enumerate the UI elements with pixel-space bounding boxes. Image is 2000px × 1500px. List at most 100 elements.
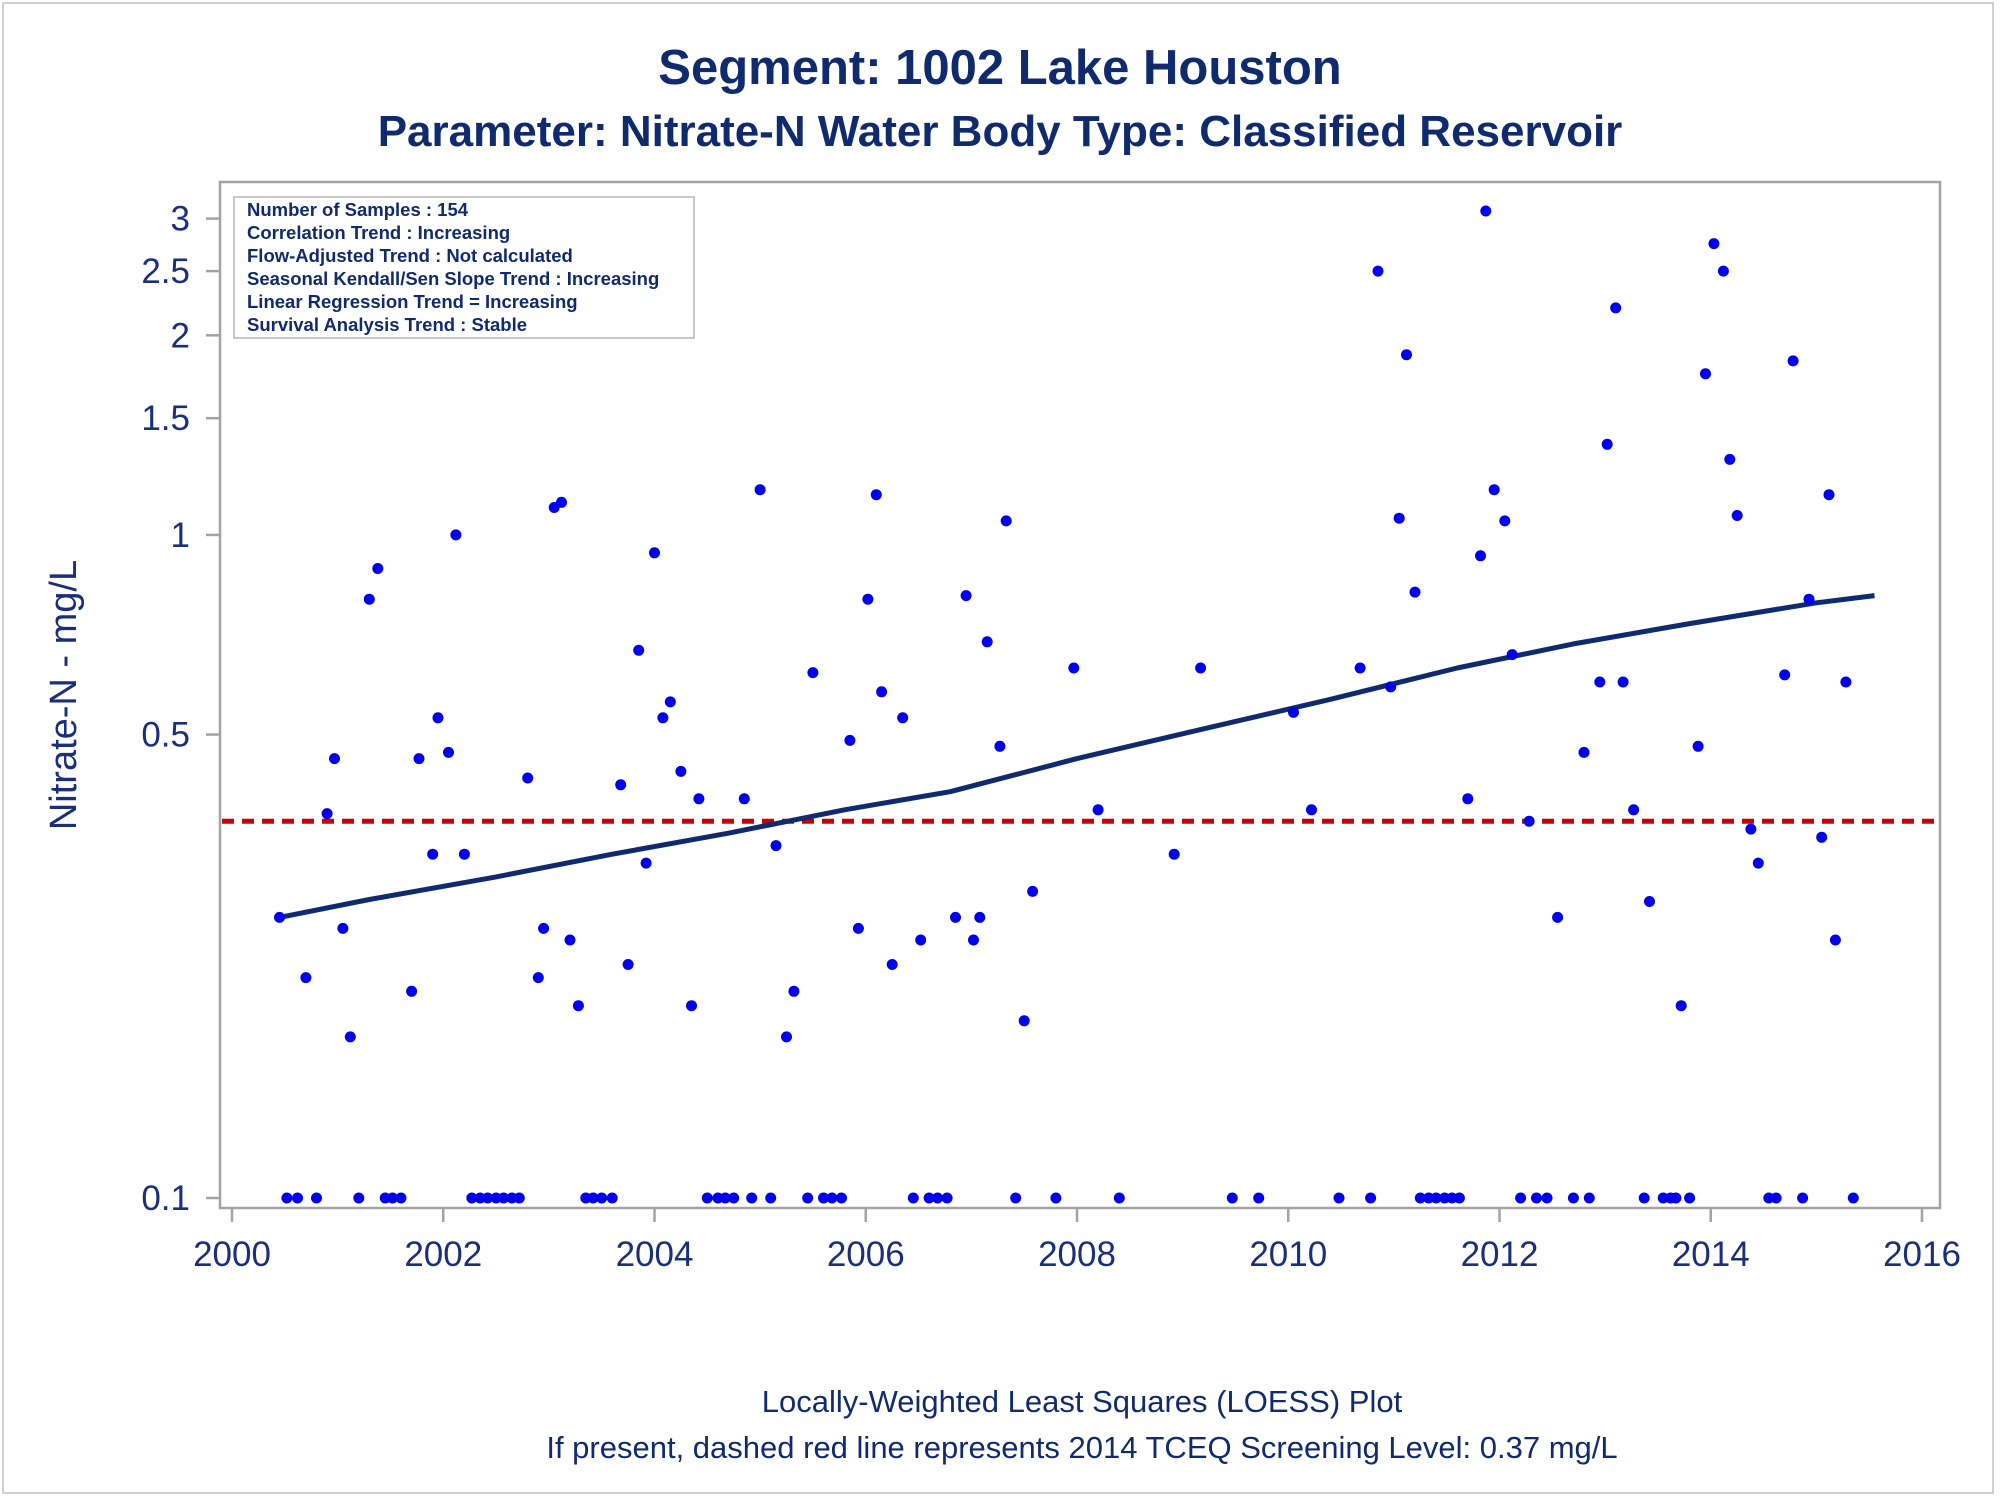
data-point (622, 959, 634, 970)
data-point (907, 1192, 919, 1204)
data-point (1745, 823, 1757, 835)
data-point (1583, 1192, 1595, 1204)
stats-line: Survival Analysis Trend : Stable (247, 314, 527, 335)
data-point (1752, 857, 1764, 869)
data-point (321, 808, 333, 820)
data-point (818, 1192, 829, 1204)
data-point (932, 1192, 944, 1204)
data-point (1000, 515, 1012, 527)
data-point (1617, 676, 1629, 688)
data-point (876, 686, 888, 698)
data-point (1644, 896, 1655, 907)
data-point (807, 667, 819, 679)
chart-subtitle: Parameter: Nitrate-N Water Body Type: Cl… (378, 107, 1623, 156)
plot-area-border (218, 180, 1942, 1210)
x-tick-label: 2014 (1672, 1235, 1750, 1274)
x-tick-label: 2016 (1883, 1235, 1961, 1274)
data-point (1541, 1192, 1553, 1204)
data-point (522, 772, 534, 784)
loess-trend-line (279, 593, 1875, 920)
data-point (292, 1192, 303, 1204)
x-tick-label: 2006 (827, 1235, 905, 1274)
data-point (1770, 1192, 1782, 1204)
data-point (923, 1192, 935, 1204)
y-tick-label: 1.5 (141, 399, 190, 438)
data-point (981, 636, 993, 648)
data-point (1453, 1192, 1465, 1204)
data-point (1462, 793, 1474, 805)
data-point (1523, 815, 1535, 827)
data-point (337, 922, 349, 934)
data-point (353, 1192, 365, 1204)
data-point (1092, 804, 1104, 816)
data-point (564, 934, 576, 946)
data-point (1816, 831, 1828, 843)
stats-line: Linear Regression Trend = Increasing (247, 291, 578, 312)
footnote-screening-level: If present, dashed red line represents 2… (546, 1430, 1617, 1465)
data-point (1027, 885, 1039, 897)
stats-line: Seasonal Kendall/Sen Slope Trend : Incre… (247, 268, 659, 289)
data-point (311, 1192, 322, 1204)
data-point (1506, 649, 1518, 661)
data-point (1414, 1192, 1426, 1204)
data-point (466, 1192, 478, 1204)
data-point (1253, 1192, 1265, 1204)
data-point (1488, 484, 1500, 496)
data-point (329, 753, 340, 765)
data-point (640, 857, 652, 869)
data-point (372, 563, 384, 574)
data-point (852, 922, 864, 934)
data-point (675, 765, 687, 777)
data-point (1692, 740, 1704, 752)
data-point (344, 1031, 356, 1043)
data-point (1823, 489, 1835, 501)
stats-line: Flow-Adjusted Trend : Not calculated (247, 245, 573, 266)
data-point (897, 712, 909, 724)
data-point (1675, 1000, 1687, 1012)
data-point (363, 593, 375, 605)
y-axis-label: Nitrate-N - mg/L (43, 560, 85, 830)
data-point (1601, 438, 1613, 450)
data-point (844, 734, 856, 746)
data-point (498, 1192, 509, 1204)
data-point (1829, 934, 1841, 946)
data-point (960, 590, 972, 602)
data-point (1306, 804, 1317, 816)
y-tick-label: 0.5 (141, 716, 190, 755)
data-point (1499, 515, 1511, 527)
data-point (1068, 662, 1080, 674)
stats-box: Number of Samples : 154 Correlation Tren… (233, 196, 695, 339)
data-point (1515, 1192, 1527, 1204)
data-point (719, 1192, 731, 1204)
x-tick-label: 2012 (1461, 1235, 1539, 1274)
x-tick-label: 2004 (616, 1235, 694, 1274)
y-tick-label: 2.5 (141, 252, 190, 291)
data-point (870, 489, 882, 501)
data-point (387, 1192, 398, 1204)
data-point (1288, 706, 1299, 718)
data-point (450, 529, 462, 541)
data-point (274, 911, 285, 923)
data-point (1840, 676, 1852, 688)
data-point (395, 1192, 407, 1204)
data-point (1401, 349, 1412, 361)
data-point (1354, 662, 1366, 674)
data-point (994, 740, 1006, 752)
data-point (826, 1192, 838, 1204)
data-point (770, 840, 782, 852)
stats-box-border (233, 196, 695, 339)
data-point (950, 911, 961, 923)
data-point (1050, 1192, 1062, 1204)
data-point (458, 848, 470, 860)
data-point (836, 1192, 847, 1204)
data-point (1430, 1192, 1442, 1204)
y-tick-label: 1 (171, 516, 190, 555)
stats-line: Correlation Trend : Increasing (247, 222, 510, 243)
data-point (1700, 368, 1711, 380)
y-axis: 0.1 0.5 1 1.5 2 2.5 3 (141, 200, 220, 1218)
data-point (1717, 265, 1729, 277)
data-point (572, 1000, 584, 1012)
data-point (1779, 669, 1791, 681)
data-point (406, 985, 418, 997)
data-point (1372, 265, 1384, 277)
